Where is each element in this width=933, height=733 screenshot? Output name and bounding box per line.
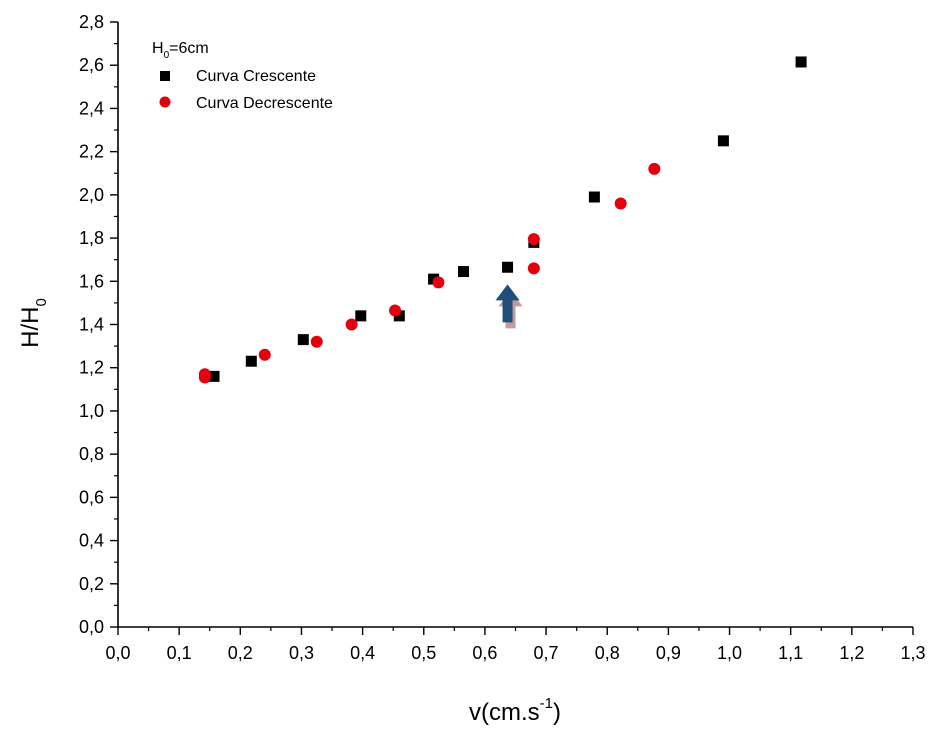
legend-marker-curva-decrescente bbox=[159, 96, 171, 108]
x-axis-title: v(cm.s-1) bbox=[469, 695, 561, 726]
legend-label-curva-decrescente: Curva Decrescente bbox=[196, 95, 333, 112]
y-tick-label: 1,6 bbox=[79, 271, 104, 291]
legend-marker-curva-crescente bbox=[160, 71, 170, 81]
data-point-circle bbox=[310, 335, 323, 348]
x-axis-ticks: 0,0 0,1 0,2 0,3 0,4 0,5 0,6 0,7 0,8 0,9 1,0 1,1 1,2 1… bbox=[105, 627, 926, 663]
data-point-circle bbox=[527, 262, 540, 275]
data-point-circle bbox=[432, 276, 445, 289]
data-point-circle bbox=[614, 197, 627, 210]
x-tick-label: 0,6 bbox=[472, 643, 497, 663]
y-axis-title-main: H/H bbox=[17, 307, 44, 348]
y-tick-label: 0,2 bbox=[79, 574, 104, 594]
y-tick-label: 0,6 bbox=[79, 487, 104, 507]
data-point-square bbox=[297, 334, 309, 346]
y-tick-label: 1,2 bbox=[79, 358, 104, 378]
data-point-circle bbox=[345, 318, 358, 331]
legend-title-tail: =6cm bbox=[169, 40, 209, 57]
x-tick-label: 0,8 bbox=[595, 643, 620, 663]
x-tick-label: 0,3 bbox=[289, 643, 314, 663]
y-axis-ticks: 0,0 0,2 0,4 0,6 0,8 1,0 1,2 1,4 1,6 1,8 2,0 2,2 2,4 2… bbox=[79, 12, 118, 637]
data-point-square bbox=[717, 135, 729, 147]
x-tick-label: 1,3 bbox=[900, 643, 925, 663]
y-axis-title-subscript: 0 bbox=[33, 298, 50, 306]
x-tick-label: 1,2 bbox=[839, 643, 864, 663]
x-axis-title-tail: ) bbox=[553, 699, 561, 726]
up-arrow-annotation bbox=[495, 284, 520, 323]
data-point-circle bbox=[527, 233, 540, 246]
x-tick-label: 1,0 bbox=[717, 643, 742, 663]
y-tick-label: 2,0 bbox=[79, 185, 104, 205]
x-tick-label: 0,7 bbox=[534, 643, 559, 663]
x-axis-title-superscript: -1 bbox=[540, 695, 553, 712]
y-tick-label: 2,6 bbox=[79, 55, 104, 75]
data-point-circle bbox=[648, 162, 661, 175]
x-tick-label: 0,9 bbox=[656, 643, 681, 663]
x-tick-label: 0,5 bbox=[411, 643, 436, 663]
x-tick-label: 1,1 bbox=[778, 643, 803, 663]
x-tick-label: 0,1 bbox=[167, 643, 192, 663]
data-point-square bbox=[795, 56, 807, 68]
data-point-square bbox=[458, 266, 470, 278]
series-curva-decrescente bbox=[198, 162, 661, 384]
y-tick-label: 1,0 bbox=[79, 401, 104, 421]
x-tick-label: 0,0 bbox=[105, 643, 130, 663]
y-tick-label: 1,8 bbox=[79, 228, 104, 248]
y-tick-label: 0,8 bbox=[79, 444, 104, 464]
legend-title-subscript: 0 bbox=[164, 50, 170, 61]
y-tick-label: 1,4 bbox=[79, 315, 104, 335]
y-axis-title: H/H0 bbox=[17, 298, 50, 348]
data-series bbox=[198, 56, 807, 384]
data-point-square bbox=[245, 355, 257, 367]
data-point-square bbox=[355, 310, 367, 322]
data-point-square bbox=[393, 310, 405, 322]
x-axis-title-main: v(cm.s bbox=[469, 699, 540, 726]
y-tick-label: 2,4 bbox=[79, 98, 104, 118]
data-point-circle bbox=[258, 348, 271, 361]
legend: H0=6cm Curva Crescente Curva Decrescente bbox=[152, 40, 333, 112]
legend-label-curva-crescente: Curva Crescente bbox=[196, 68, 316, 85]
data-point-circle bbox=[389, 304, 402, 317]
y-tick-label: 2,8 bbox=[79, 12, 104, 32]
x-tick-label: 0,4 bbox=[350, 643, 375, 663]
data-point-square bbox=[502, 261, 514, 273]
y-tick-label: 0,4 bbox=[79, 531, 104, 551]
data-point-square bbox=[588, 191, 600, 203]
data-point-square bbox=[208, 370, 220, 382]
legend-title: H0=6cm bbox=[152, 40, 209, 61]
annotations bbox=[495, 284, 523, 329]
legend-title-main: H bbox=[152, 40, 164, 57]
x-tick-label: 0,2 bbox=[228, 643, 253, 663]
y-tick-label: 0,0 bbox=[79, 617, 104, 637]
y-tick-label: 2,2 bbox=[79, 142, 104, 162]
data-point-circle bbox=[198, 371, 211, 384]
